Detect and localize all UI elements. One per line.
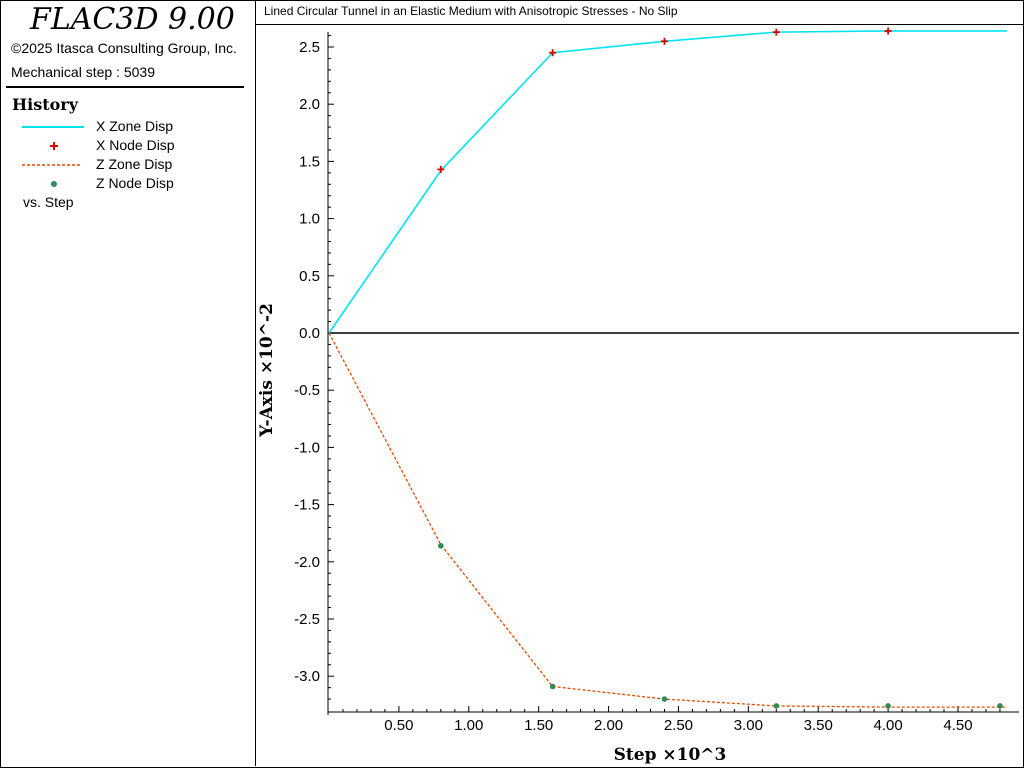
mechanical-step-text: Mechanical step : 5039 bbox=[11, 64, 155, 80]
data-point bbox=[884, 27, 892, 35]
y-axis-label: Y-Axis ×10^-2 bbox=[257, 303, 277, 438]
data-point bbox=[885, 703, 891, 709]
y-tick-label: 2.0 bbox=[299, 96, 320, 113]
data-point bbox=[438, 542, 444, 549]
legend-label: X Zone Disp bbox=[96, 118, 174, 134]
chart-title: Lined Circular Tunnel in an Elastic Medi… bbox=[264, 4, 678, 18]
x-tick-label: 1.50 bbox=[524, 717, 553, 734]
info-panel: FLAC3D 9.00 ©2025 Itasca Consulting Grou… bbox=[0, 0, 256, 766]
legend-label: Z Zone Disp bbox=[96, 156, 173, 172]
legend-title: History bbox=[12, 95, 78, 114]
copyright-text: ©2025 Itasca Consulting Group, Inc. bbox=[11, 40, 237, 56]
x-axis-label: Step ×10^3 bbox=[614, 745, 727, 765]
legend-label: Z Node Disp bbox=[96, 175, 174, 191]
x-tick-label: 2.00 bbox=[594, 717, 623, 734]
chart-header: Lined Circular Tunnel in an Elastic Medi… bbox=[256, 0, 1023, 25]
data-point bbox=[661, 696, 668, 702]
y-tick-label: -1.0 bbox=[294, 439, 320, 456]
data-point bbox=[772, 28, 780, 36]
data-point bbox=[773, 703, 780, 709]
dot-marker-icon bbox=[51, 181, 57, 187]
legend-item-z-node-disp: Z Node Disp bbox=[0, 175, 250, 193]
y-tick-label: -2.5 bbox=[294, 611, 320, 628]
legend-item-x-zone-disp: X Zone Disp bbox=[0, 118, 250, 136]
legend-item-z-zone-disp: Z Zone Disp bbox=[0, 156, 250, 174]
plus-marker-icon bbox=[50, 142, 58, 150]
x-tick-label: 1.00 bbox=[454, 717, 483, 734]
x-tick-label: 3.50 bbox=[804, 717, 833, 734]
data-point bbox=[660, 37, 668, 45]
y-tick-label: -2.0 bbox=[294, 554, 320, 571]
history-chart: 2.5 2.0 1.5 1.0 0.5 0.0 -0.5 -1.0 -1.5 -2.0 -2.5 -3… bbox=[257, 27, 1019, 765]
data-point bbox=[549, 683, 556, 690]
solid-line-icon bbox=[22, 126, 84, 128]
legend-label: X Node Disp bbox=[96, 137, 175, 153]
data-point bbox=[549, 49, 557, 57]
legend-item-x-node-disp: X Node Disp bbox=[0, 137, 250, 155]
data-point bbox=[997, 703, 1003, 709]
legend-vs-step: vs. Step bbox=[23, 194, 74, 210]
y-tick-label: 0.0 bbox=[299, 325, 320, 342]
x-tick-label: 4.50 bbox=[943, 717, 972, 734]
series-line-0 bbox=[328, 30, 1007, 334]
dashed-line-icon bbox=[22, 164, 80, 166]
panel-divider bbox=[6, 86, 244, 88]
y-tick-label: -3.0 bbox=[294, 668, 320, 685]
y-tick-label: -1.5 bbox=[294, 497, 320, 514]
x-tick-label: 2.50 bbox=[664, 717, 693, 734]
y-tick-label: 0.5 bbox=[299, 268, 320, 285]
app-title: FLAC3D 9.00 bbox=[30, 2, 235, 37]
y-tick-label: 1.0 bbox=[299, 211, 320, 228]
x-tick-label: 4.00 bbox=[874, 717, 903, 734]
y-tick-label: -0.5 bbox=[294, 382, 320, 399]
x-tick-label: 3.00 bbox=[734, 717, 763, 734]
series-line-2 bbox=[328, 332, 1007, 708]
y-tick-label: 2.5 bbox=[299, 39, 320, 56]
data-point bbox=[437, 165, 445, 173]
y-tick-label: 1.5 bbox=[299, 153, 320, 170]
x-tick-label: 0.50 bbox=[384, 717, 413, 734]
